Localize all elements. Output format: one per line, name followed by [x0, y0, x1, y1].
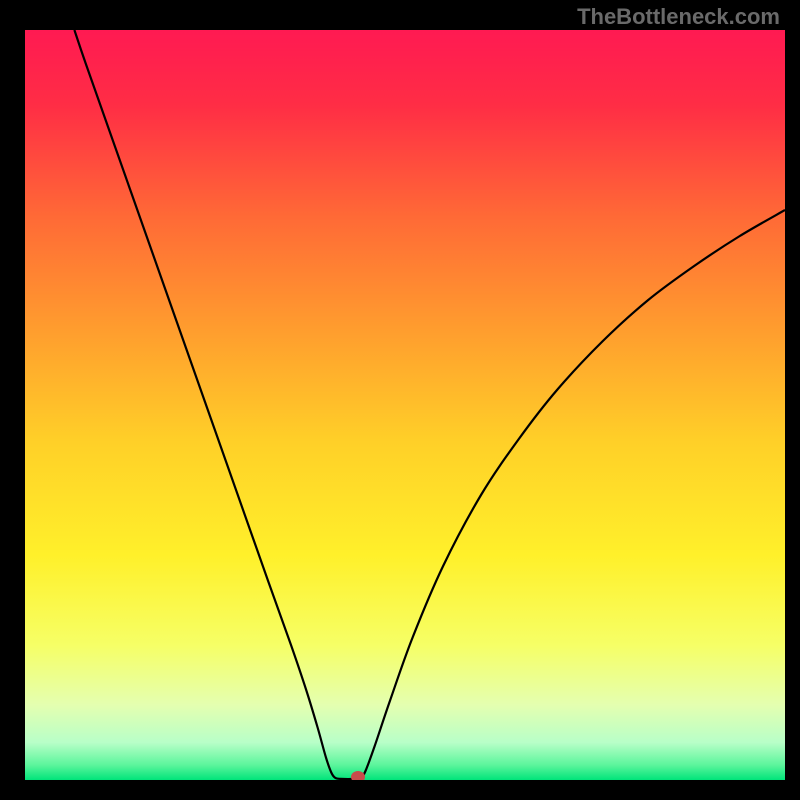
plot-area	[25, 30, 785, 780]
frame-border-right	[785, 0, 800, 800]
frame-border-left	[0, 0, 25, 800]
optimum-marker	[351, 771, 365, 780]
curve-path	[74, 30, 785, 779]
watermark-text: TheBottleneck.com	[577, 4, 780, 30]
frame-border-bottom	[0, 780, 800, 800]
bottleneck-curve	[25, 30, 785, 780]
